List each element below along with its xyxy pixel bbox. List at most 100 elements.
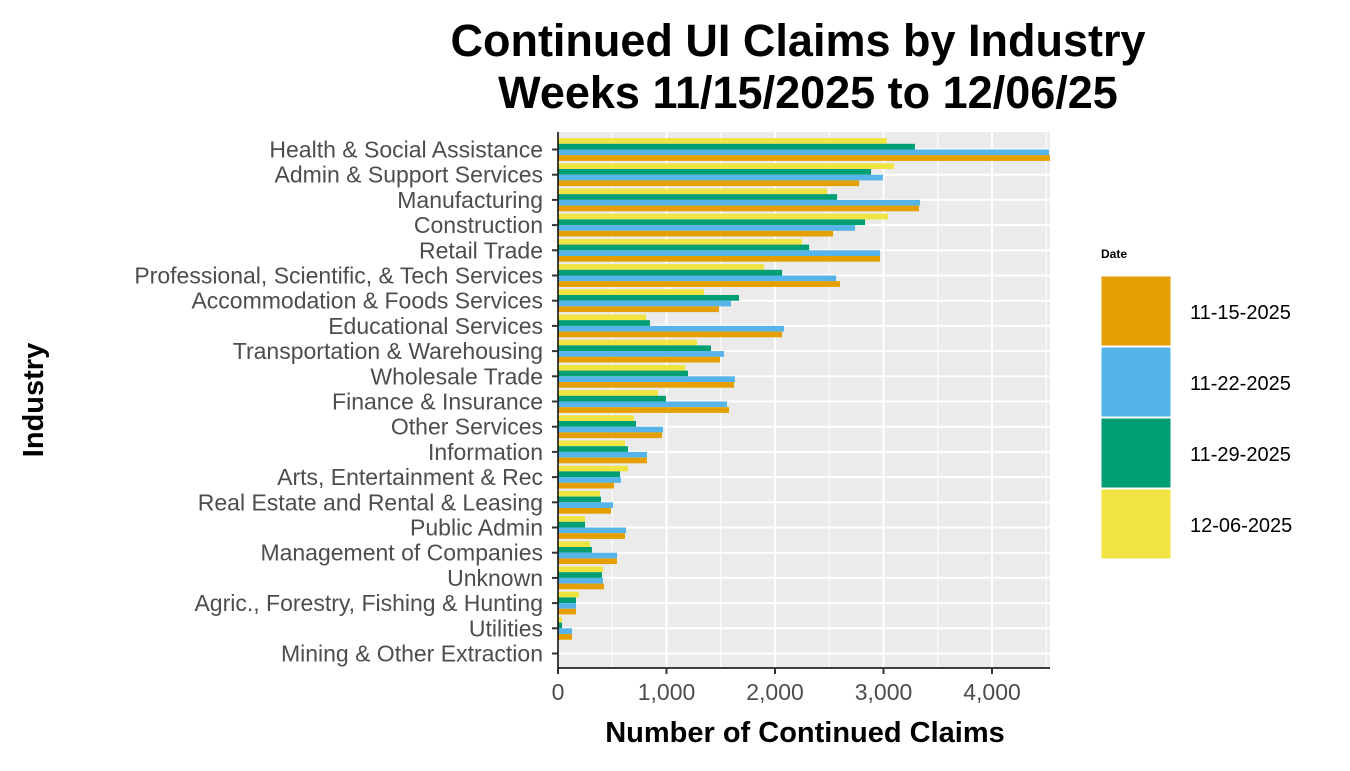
bar-12-06-2025 <box>558 490 600 497</box>
legend-key-11-15-2025 <box>1100 275 1172 347</box>
bar-11-15-2025 <box>558 407 729 413</box>
bar-11-29-2025 <box>558 244 810 251</box>
bar-11-29-2025 <box>558 269 783 276</box>
y-tick-label: Arts, Entertainment & Rec <box>277 464 543 490</box>
bar-12-06-2025 <box>558 339 697 346</box>
bar-11-15-2025 <box>558 281 840 287</box>
bar-11-15-2025 <box>558 583 605 590</box>
y-tick-label: Utilities <box>469 615 543 641</box>
bar-11-22-2025 <box>558 351 725 357</box>
bar-11-22-2025 <box>558 527 627 534</box>
bar-11-29-2025 <box>558 169 872 175</box>
bar-11-15-2025 <box>558 155 1051 161</box>
bar-11-22-2025 <box>558 577 604 584</box>
bar-11-22-2025 <box>558 149 1049 156</box>
bar-12-06-2025 <box>558 390 658 396</box>
bar-11-22-2025 <box>558 552 618 559</box>
bar-12-06-2025 <box>558 314 646 321</box>
y-tick-label: Manufacturing <box>397 187 543 213</box>
bar-11-29-2025 <box>558 572 602 578</box>
bar-11-22-2025 <box>558 603 577 609</box>
bar-11-15-2025 <box>558 482 614 489</box>
bar-11-22-2025 <box>558 300 731 307</box>
bar-11-15-2025 <box>558 180 860 187</box>
bar-12-06-2025 <box>558 188 828 195</box>
y-tick-label: Construction <box>414 212 543 238</box>
bar-12-06-2025 <box>558 264 765 270</box>
bar-11-22-2025 <box>558 275 837 282</box>
x-tick-label: 2,000 <box>746 679 804 705</box>
bar-11-29-2025 <box>558 547 592 553</box>
y-tick-label: Transportation & Warehousing <box>233 338 543 364</box>
bar-11-22-2025 <box>558 225 856 231</box>
bar-11-29-2025 <box>558 194 838 200</box>
y-tick-label: Mining & Other Extraction <box>281 641 543 667</box>
bar-11-29-2025 <box>558 345 711 352</box>
bar-11-15-2025 <box>558 508 611 514</box>
y-tick-label: Information <box>428 439 543 465</box>
bar-11-22-2025 <box>558 174 883 181</box>
y-axis-title: Industry <box>18 343 50 457</box>
bar-11-15-2025 <box>558 457 647 464</box>
y-tick-label: Agric., Forestry, Fishing & Hunting <box>194 590 543 616</box>
bar-11-22-2025 <box>558 628 572 634</box>
bar-11-29-2025 <box>558 395 666 402</box>
bar-12-06-2025 <box>558 163 895 169</box>
x-tick-label: 1,000 <box>638 679 696 705</box>
bar-12-06-2025 <box>558 415 634 421</box>
bar-11-15-2025 <box>558 306 720 313</box>
y-tick-label: Real Estate and Rental & Leasing <box>198 489 543 515</box>
y-tick-label: Health & Social Assistance <box>269 137 543 163</box>
y-tick-label: Unknown <box>447 565 543 591</box>
bar-12-06-2025 <box>558 465 628 472</box>
bar-11-29-2025 <box>558 421 637 427</box>
legend-label: 12-06-2025 <box>1190 515 1292 537</box>
bar-12-06-2025 <box>558 566 604 573</box>
bar-11-29-2025 <box>558 446 628 452</box>
bar-11-22-2025 <box>558 401 728 408</box>
y-tick-label: Admin & Support Services <box>275 162 543 188</box>
bar-11-22-2025 <box>558 199 921 206</box>
bar-11-29-2025 <box>558 622 563 629</box>
bar-11-15-2025 <box>558 256 881 262</box>
bar-11-15-2025 <box>558 432 662 439</box>
bar-12-06-2025 <box>558 238 803 245</box>
bar-11-22-2025 <box>558 325 785 332</box>
bar-11-29-2025 <box>558 597 577 604</box>
y-tick-label: Public Admin <box>410 515 543 541</box>
bar-11-15-2025 <box>558 533 625 539</box>
y-tick-label: Educational Services <box>328 313 543 339</box>
legend-key-12-06-2025 <box>1100 488 1172 560</box>
bar-11-22-2025 <box>558 250 881 256</box>
x-tick-label: 3,000 <box>855 679 913 705</box>
bar-12-06-2025 <box>558 138 887 144</box>
legend-label: 11-29-2025 <box>1190 444 1291 466</box>
legend-key-11-29-2025 <box>1100 417 1172 489</box>
bar-12-06-2025 <box>558 440 625 447</box>
x-tick-label: 4,000 <box>963 679 1021 705</box>
bar-11-15-2025 <box>558 205 919 212</box>
y-tick-label: Wholesale Trade <box>370 363 543 389</box>
bar-11-29-2025 <box>558 370 688 377</box>
bar-11-22-2025 <box>558 477 621 483</box>
chart-subtitle: Weeks 11/15/2025 to 12/06/25 <box>498 67 1118 118</box>
bar-11-15-2025 <box>558 230 834 237</box>
y-tick-label: Management of Companies <box>260 540 543 566</box>
chart-title: Continued UI Claims by Industry <box>450 15 1145 66</box>
bar-11-29-2025 <box>558 496 601 503</box>
bar-11-29-2025 <box>558 219 866 226</box>
legend-label: 11-22-2025 <box>1190 373 1291 395</box>
bar-12-06-2025 <box>558 591 579 598</box>
bar-11-15-2025 <box>558 558 618 565</box>
bar-11-15-2025 <box>558 382 734 388</box>
bar-11-29-2025 <box>558 471 620 478</box>
legend-key-11-22-2025 <box>1100 346 1172 418</box>
bar-11-22-2025 <box>558 502 614 508</box>
bar-11-22-2025 <box>558 426 664 433</box>
bar-11-22-2025 <box>558 376 735 382</box>
bar-11-15-2025 <box>558 356 720 363</box>
y-tick-label: Accommodation & Foods Services <box>191 288 543 314</box>
bar-11-15-2025 <box>558 608 577 615</box>
bar-12-06-2025 <box>558 364 686 371</box>
